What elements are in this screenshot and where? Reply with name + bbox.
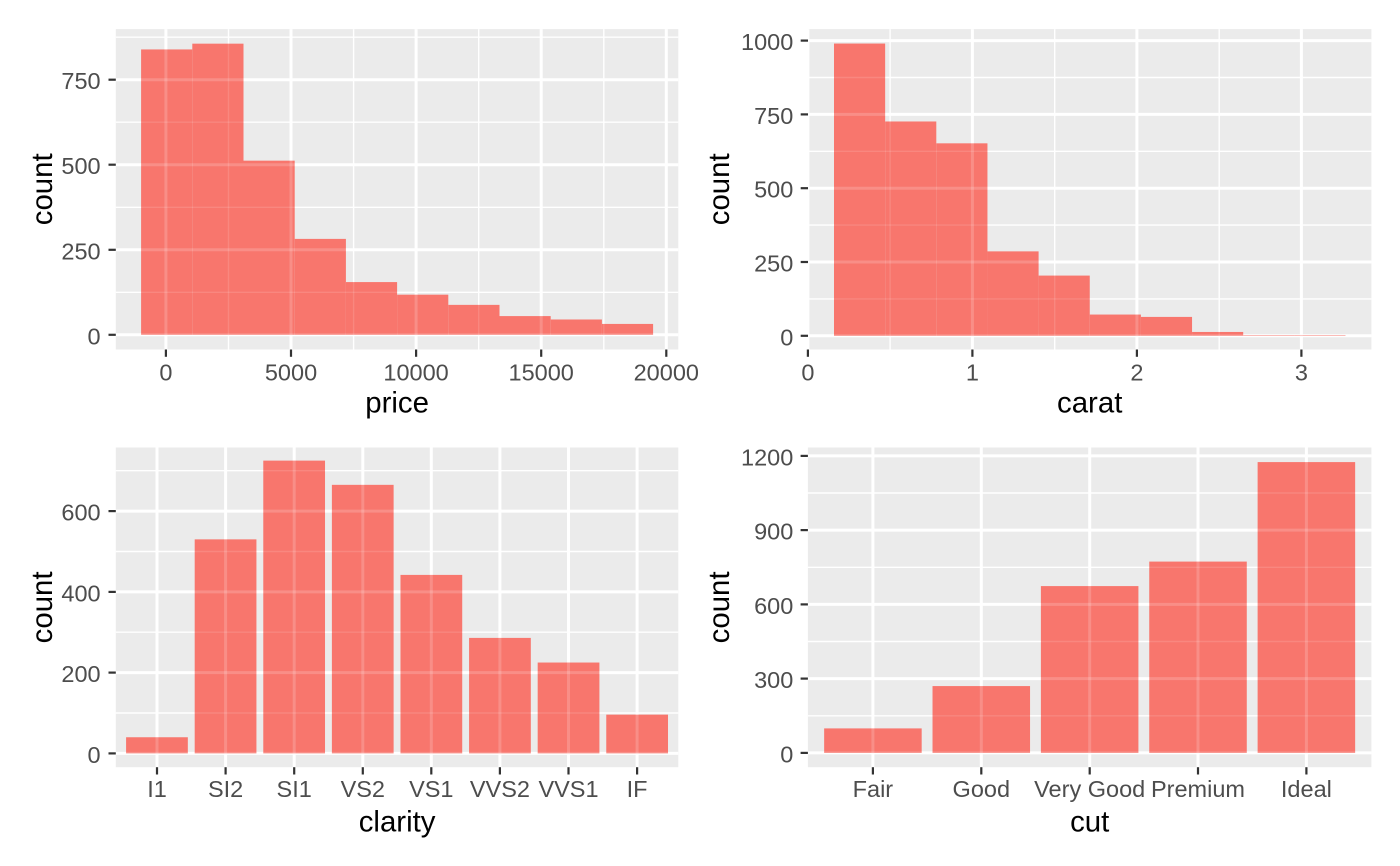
svg-text:10000: 10000 [383,360,448,386]
svg-text:5000: 5000 [265,360,317,386]
svg-text:0: 0 [780,324,793,350]
svg-text:clarity: clarity [359,806,436,839]
svg-text:Fair: Fair [853,776,894,802]
svg-text:400: 400 [61,580,100,606]
svg-text:15000: 15000 [509,360,574,386]
svg-text:0: 0 [88,742,101,768]
svg-text:0: 0 [88,323,101,349]
svg-text:600: 600 [61,500,100,526]
svg-text:900: 900 [754,519,793,545]
svg-text:1200: 1200 [741,444,793,470]
svg-text:0: 0 [780,741,793,767]
svg-text:IF: IF [627,776,648,802]
svg-text:20000: 20000 [634,360,699,386]
svg-text:VVS1: VVS1 [538,776,598,802]
svg-text:200: 200 [61,661,100,687]
svg-text:count: count [26,571,59,643]
svg-text:VS2: VS2 [341,776,385,802]
svg-text:Premium: Premium [1151,776,1245,802]
svg-text:300: 300 [754,667,793,693]
svg-text:cut: cut [1070,806,1109,839]
svg-text:SI1: SI1 [277,776,312,802]
svg-text:250: 250 [754,251,793,277]
svg-text:I1: I1 [147,776,167,802]
svg-text:2: 2 [1130,360,1143,386]
svg-text:3: 3 [1295,360,1308,386]
svg-text:750: 750 [61,68,100,94]
svg-text:500: 500 [61,153,100,179]
svg-text:250: 250 [61,238,100,264]
svg-text:Very Good: Very Good [1034,776,1145,802]
svg-text:price: price [365,387,429,420]
svg-text:1: 1 [966,360,979,386]
svg-text:count: count [703,571,736,643]
svg-text:Ideal: Ideal [1281,776,1332,802]
svg-text:count: count [26,153,59,225]
svg-text:SI2: SI2 [208,776,243,802]
svg-text:1000: 1000 [741,29,793,55]
svg-text:Good: Good [953,776,1011,802]
svg-text:0: 0 [801,360,814,386]
svg-text:600: 600 [754,593,793,619]
svg-text:count: count [703,153,736,225]
svg-text:VVS2: VVS2 [470,776,530,802]
svg-text:carat: carat [1057,387,1122,420]
svg-text:750: 750 [754,103,793,129]
svg-text:VS1: VS1 [409,776,453,802]
svg-text:500: 500 [754,177,793,203]
svg-text:0: 0 [159,360,172,386]
